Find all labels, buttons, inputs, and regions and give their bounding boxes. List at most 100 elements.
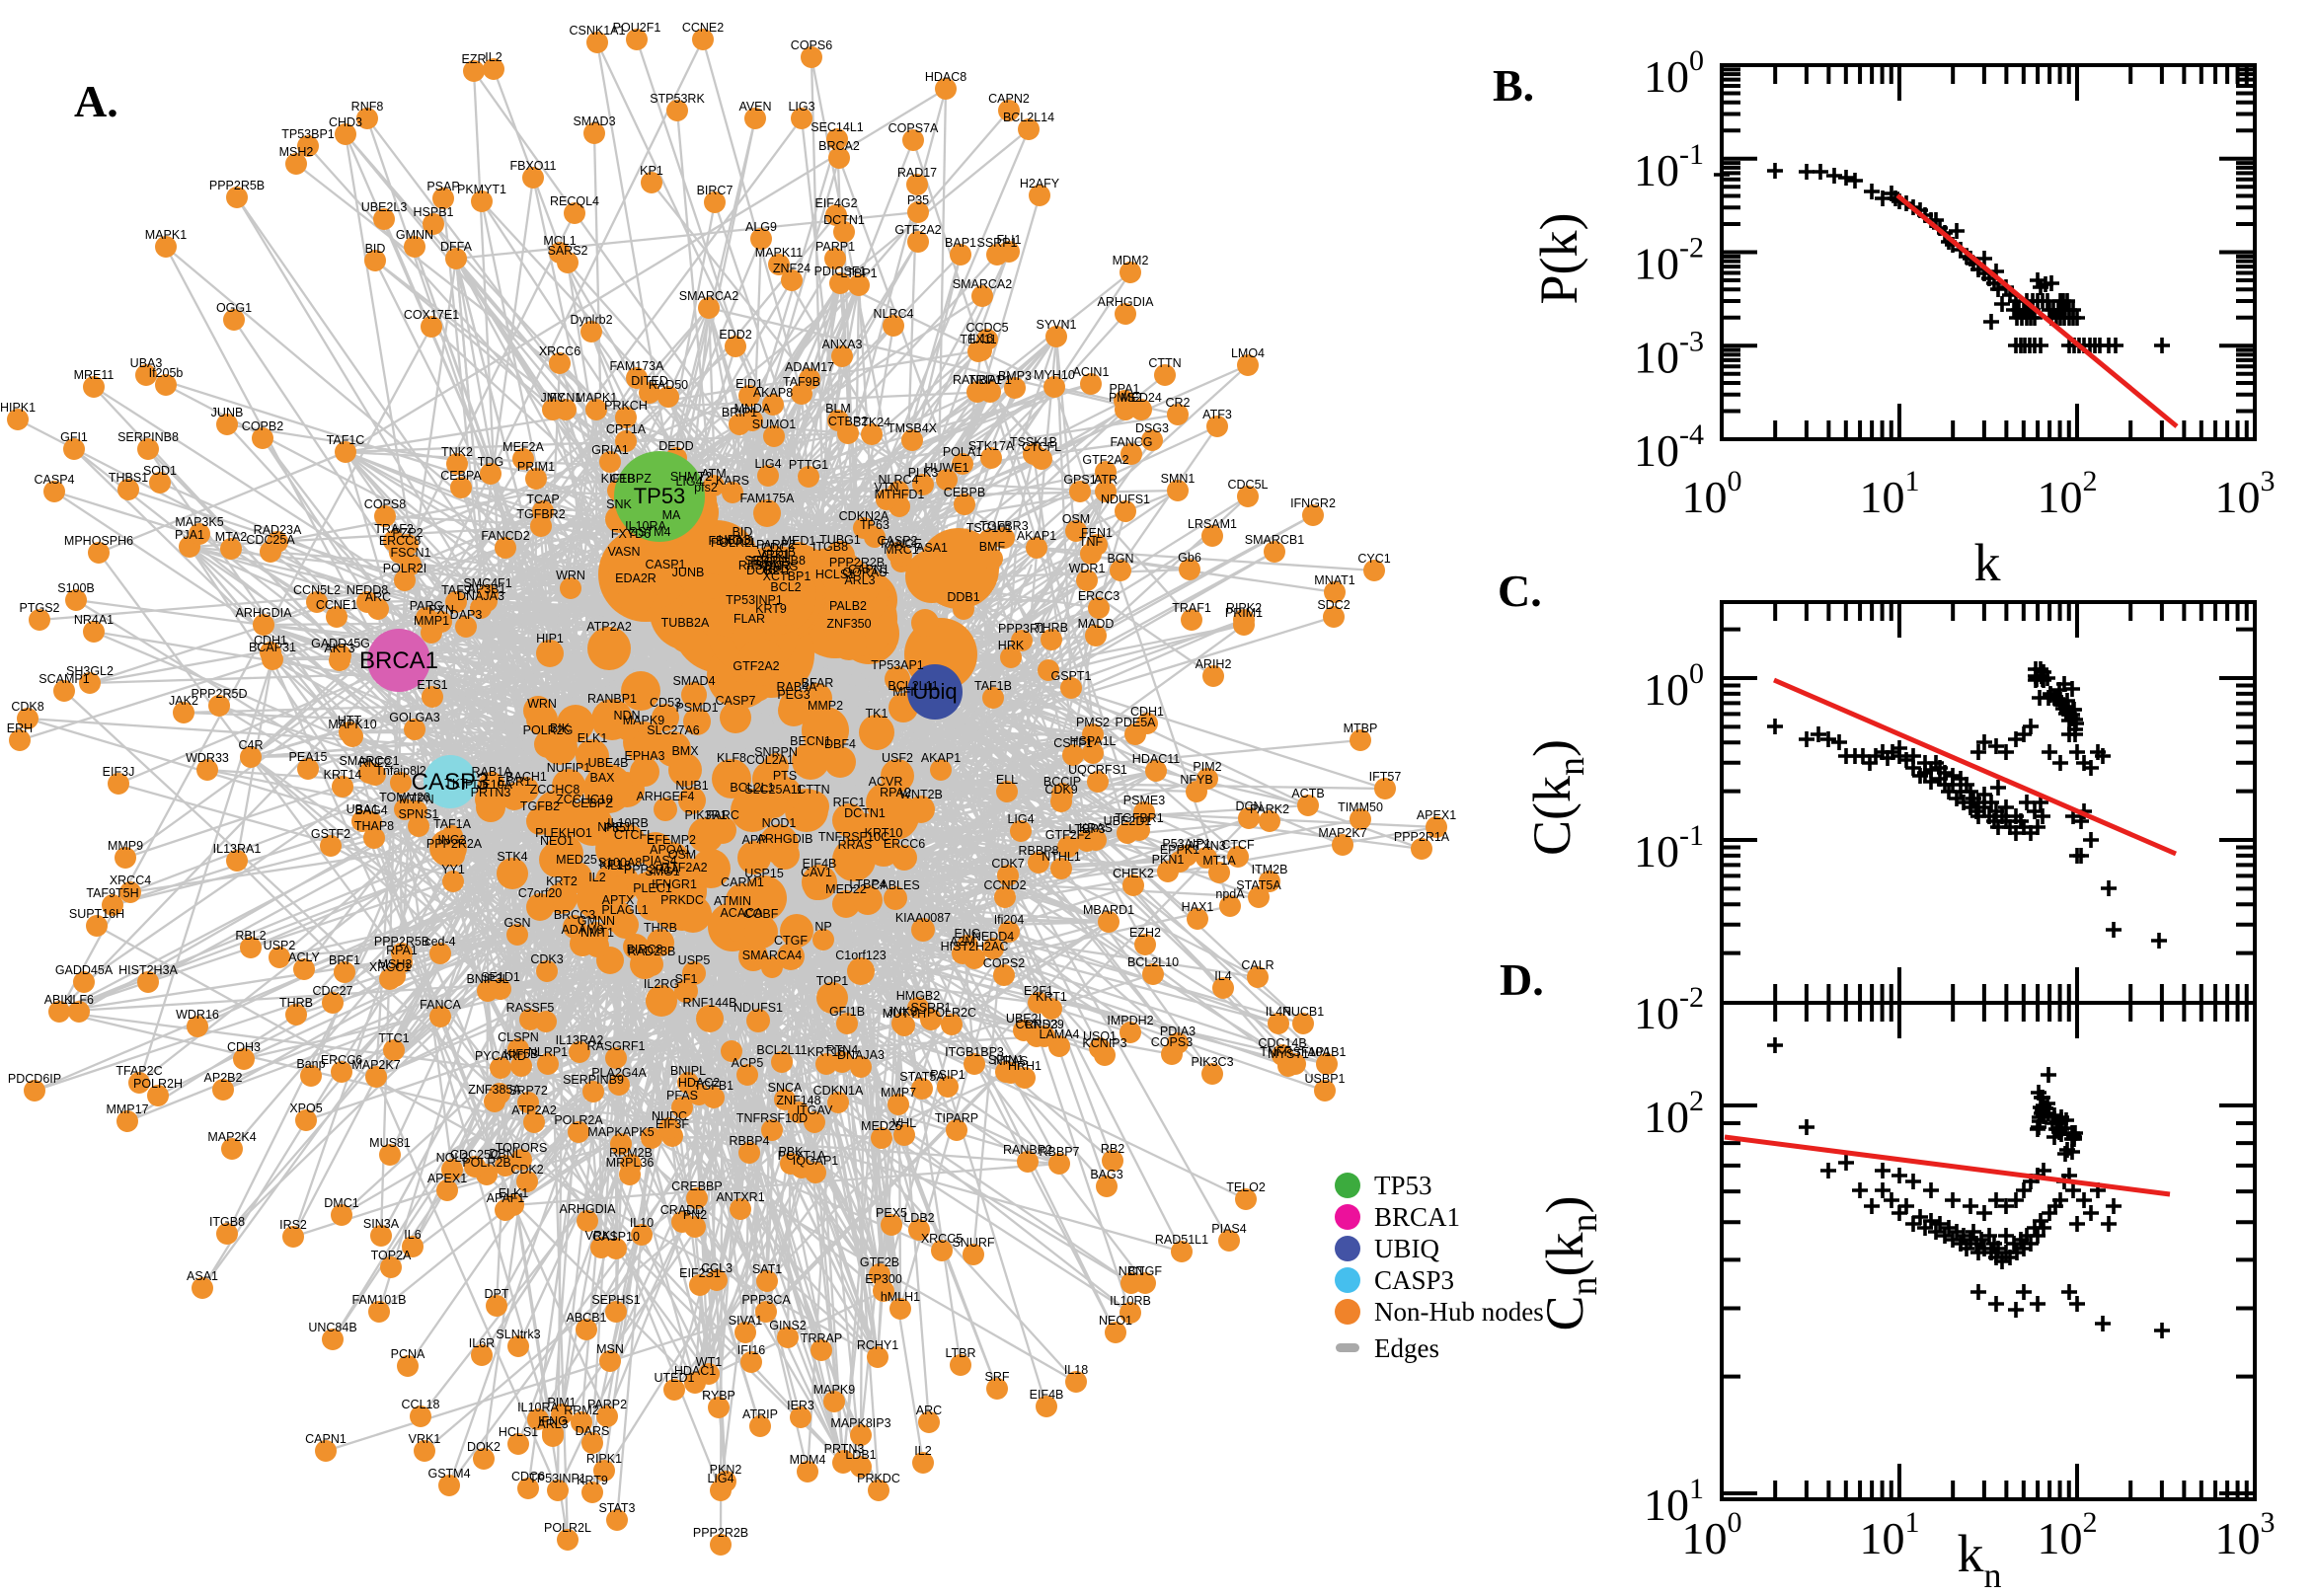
svg-text:CTCF: CTCF [1221, 838, 1255, 852]
svg-text:TIPARP: TIPARP [935, 1111, 978, 1125]
svg-text:XRCC6: XRCC6 [539, 344, 580, 358]
svg-text:COPS3: COPS3 [1151, 1035, 1193, 1049]
svg-text:KRT9: KRT9 [755, 602, 787, 616]
svg-text:PARK2: PARK2 [1250, 802, 1289, 816]
svg-text:CREBBP: CREBBP [671, 1179, 722, 1193]
svg-text:AKAP1: AKAP1 [1017, 529, 1056, 543]
svg-text:NUB1: NUB1 [675, 779, 708, 793]
svg-text:PTTG1: PTTG1 [789, 458, 828, 472]
svg-text:HDAC8: HDAC8 [925, 70, 966, 84]
svg-text:POLR2B: POLR2B [462, 1156, 510, 1170]
svg-text:CCND2: CCND2 [983, 878, 1026, 892]
svg-text:ITGB1BP3: ITGB1BP3 [945, 1045, 1004, 1059]
svg-text:DNAJA3: DNAJA3 [837, 1048, 885, 1062]
svg-text:GOLGA3: GOLGA3 [389, 711, 439, 724]
svg-text:PEX5: PEX5 [876, 1206, 907, 1220]
svg-text:TAF9B: TAF9B [783, 375, 820, 389]
svg-text:npdA: npdA [1215, 887, 1245, 901]
svg-text:ZNF350: ZNF350 [826, 617, 871, 631]
svg-text:SPNS1: SPNS1 [399, 807, 439, 821]
svg-text:KP1: KP1 [640, 164, 663, 178]
svg-text:CDK2: CDK2 [510, 1163, 543, 1177]
svg-text:UBE2I: UBE2I [1006, 1012, 1042, 1026]
svg-text:ERCC6: ERCC6 [884, 837, 925, 851]
svg-text:KIAA0087: KIAA0087 [895, 911, 951, 925]
svg-text:BACH1: BACH1 [505, 770, 547, 784]
svg-text:SERPINB9: SERPINB9 [563, 1073, 624, 1087]
svg-text:BAX: BAX [589, 771, 615, 785]
svg-text:BRCA2: BRCA2 [818, 139, 860, 153]
svg-text:TEX11: TEX11 [960, 333, 996, 346]
svg-text:SLC27A6: SLC27A6 [647, 723, 700, 737]
svg-text:LMO4: LMO4 [1231, 346, 1265, 360]
svg-text:ACLY: ACLY [288, 950, 320, 964]
svg-text:EID1: EID1 [735, 377, 763, 391]
svg-text:CSTF1: CSTF1 [1053, 736, 1093, 750]
svg-text:SMARCA2: SMARCA2 [679, 289, 738, 303]
svg-text:IL10RB: IL10RB [1110, 1294, 1151, 1308]
svg-text:BIRC8: BIRC8 [627, 943, 663, 956]
svg-text:NUFIP1: NUFIP1 [547, 761, 591, 775]
svg-text:RB2: RB2 [1101, 1142, 1124, 1156]
svg-text:CCL18: CCL18 [402, 1398, 440, 1411]
svg-text:PDE5A: PDE5A [1116, 716, 1157, 729]
svg-text:LDB2: LDB2 [903, 1211, 934, 1225]
svg-text:LTBR: LTBR [945, 1346, 975, 1360]
svg-text:GADD45A: GADD45A [55, 963, 114, 977]
svg-text:MAP2K7: MAP2K7 [1318, 826, 1366, 840]
svg-text:TGFBR2: TGFBR2 [516, 507, 565, 521]
svg-text:SMG1: SMG1 [645, 865, 679, 878]
svg-text:SLC25A11: SLC25A11 [744, 783, 804, 797]
svg-text:SRF: SRF [985, 1370, 1010, 1384]
svg-text:MEF2A: MEF2A [502, 440, 544, 454]
svg-text:FANCD2: FANCD2 [481, 529, 529, 543]
svg-text:MCL1: MCL1 [543, 234, 576, 248]
svg-text:AKAP8: AKAP8 [753, 386, 793, 400]
svg-text:TOP1: TOP1 [816, 974, 848, 988]
svg-text:ELK1: ELK1 [578, 731, 608, 745]
svg-text:WDR1: WDR1 [1069, 562, 1106, 575]
svg-text:SMC4F1: SMC4F1 [463, 576, 511, 590]
svg-text:UBA3: UBA3 [130, 356, 163, 370]
svg-text:LIG4: LIG4 [675, 475, 702, 489]
svg-text:BMP3: BMP3 [998, 369, 1032, 383]
svg-text:PPP2R1A: PPP2R1A [624, 863, 680, 876]
svg-text:HIPK1: HIPK1 [0, 401, 36, 415]
svg-text:C7orf20: C7orf20 [518, 886, 563, 900]
svg-text:CTGF: CTGF [1128, 1264, 1162, 1278]
svg-text:IL6: IL6 [404, 1228, 421, 1242]
svg-text:GSTF2: GSTF2 [311, 827, 350, 841]
svg-text:POLR2L: POLR2L [711, 536, 758, 550]
svg-text:SMARCB1: SMARCB1 [1245, 533, 1304, 547]
svg-text:USF2: USF2 [882, 751, 913, 765]
svg-text:DDB1: DDB1 [947, 590, 979, 604]
svg-text:SUMO1: SUMO1 [752, 418, 797, 431]
svg-text:KRT18: KRT18 [808, 1045, 846, 1059]
svg-text:GPS1: GPS1 [1063, 473, 1096, 487]
svg-text:CASP2: CASP2 [878, 534, 918, 548]
svg-text:LTBP3: LTBP3 [1068, 822, 1105, 836]
svg-text:CEBPZ: CEBPZ [572, 797, 613, 810]
svg-text:GSN: GSN [503, 916, 530, 930]
svg-text:HDAC11: HDAC11 [1132, 752, 1180, 766]
svg-text:RNF144B: RNF144B [683, 996, 737, 1010]
svg-text:THAP8: THAP8 [354, 819, 394, 833]
svg-text:C4R: C4R [238, 738, 263, 752]
svg-text:EIF3F: EIF3F [656, 1117, 689, 1131]
svg-text:APEX1: APEX1 [1417, 808, 1456, 822]
svg-text:RAD17: RAD17 [897, 166, 937, 180]
svg-text:MBARD1: MBARD1 [1083, 903, 1134, 917]
svg-text:PIAS4: PIAS4 [1211, 1222, 1246, 1236]
svg-text:D.: D. [1500, 954, 1544, 1005]
svg-text:EIF2S1: EIF2S1 [679, 1266, 721, 1280]
svg-text:KLF6: KLF6 [64, 993, 94, 1007]
svg-text:OSM: OSM [668, 848, 696, 862]
svg-text:IL4: IL4 [1214, 969, 1231, 983]
svg-text:KRT9: KRT9 [577, 1474, 608, 1487]
svg-text:EIF4G2: EIF4G2 [814, 196, 857, 210]
svg-text:100: 100 [1644, 657, 1704, 715]
svg-text:MTHFD1: MTHFD1 [875, 488, 925, 501]
svg-text:BRCA1: BRCA1 [359, 647, 438, 674]
svg-text:ced-4: ced-4 [425, 935, 455, 949]
svg-text:AKAP1: AKAP1 [921, 751, 961, 765]
